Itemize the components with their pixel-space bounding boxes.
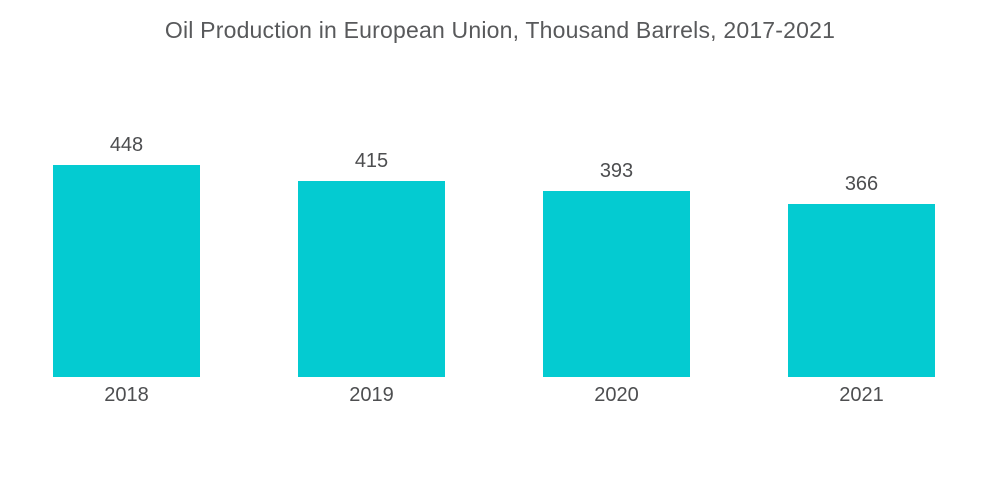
bar-2020[interactable] (543, 191, 690, 377)
bar-value-label-2021: 366 (844, 173, 879, 195)
plot-area: 448 415 393 366 (4, 0, 984, 377)
bar-group-2020: 393 (494, 160, 739, 377)
category-label-2020: 2020 (594, 384, 639, 406)
bar-group-2021: 366 (739, 173, 984, 377)
category-label-2019: 2019 (349, 384, 394, 406)
bar-2018[interactable] (53, 165, 200, 377)
x-axis-labels: 2018 2019 2020 2021 (4, 384, 984, 406)
category-label-2021: 2021 (839, 384, 884, 406)
bar-value-label-2019: 415 (354, 150, 389, 172)
bar-value-label-2018: 448 (109, 134, 144, 156)
bar-group-2018: 448 (4, 134, 249, 377)
category-label-2018: 2018 (104, 384, 149, 406)
chart-title: Oil Production in European Union, Thousa… (164, 17, 836, 43)
bar-2019[interactable] (298, 181, 445, 377)
bar-2021[interactable] (788, 204, 935, 377)
bar-group-2019: 415 (249, 150, 494, 377)
bar-value-label-2020: 393 (599, 160, 634, 182)
